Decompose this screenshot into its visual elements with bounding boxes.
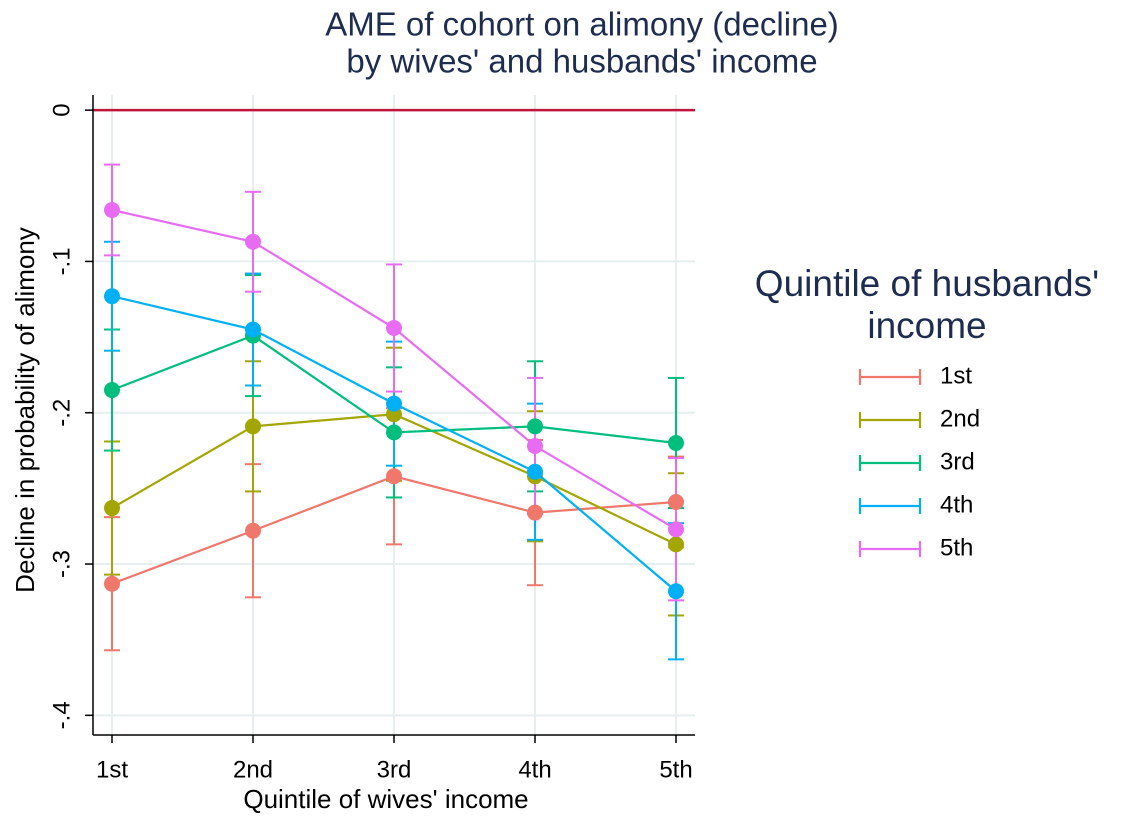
legend-item: 2nd — [858, 405, 980, 432]
point — [245, 418, 261, 435]
y-tick-label: 0 — [48, 103, 75, 116]
legend-label: 5th — [940, 534, 973, 561]
point — [104, 500, 120, 517]
point — [527, 418, 543, 435]
x-tick-label: 4th — [518, 756, 551, 783]
y-tick-label: -.2 — [48, 399, 75, 427]
point — [668, 521, 684, 538]
point — [668, 583, 684, 600]
chart-title: by wives' and husbands' income — [346, 43, 817, 80]
point — [245, 522, 261, 539]
legend-title: Quintile of husbands' — [755, 263, 1099, 304]
point — [668, 493, 684, 510]
point — [668, 536, 684, 553]
point — [386, 395, 402, 412]
point — [386, 320, 402, 337]
point — [104, 382, 120, 399]
legend-item: 5th — [858, 534, 973, 561]
point — [527, 463, 543, 480]
point — [104, 201, 120, 218]
point — [245, 233, 261, 250]
x-tick-label: 5th — [659, 756, 692, 783]
point — [104, 288, 120, 305]
legend-label: 4th — [940, 491, 973, 518]
point — [527, 438, 543, 455]
point — [245, 321, 261, 338]
legend-title: income — [867, 305, 986, 346]
chart-title: AME of cohort on alimony (decline) — [325, 6, 839, 43]
y-tick-label: -.4 — [48, 701, 75, 729]
legend-item: 1st — [858, 362, 972, 389]
x-tick-label: 2nd — [233, 756, 273, 783]
legend-label: 1st — [940, 362, 972, 389]
x-axis-title: Quintile of wives' income — [243, 784, 528, 814]
legend-item: 4th — [858, 491, 973, 518]
point — [527, 504, 543, 521]
legend-item: 3rd — [858, 448, 975, 475]
point — [386, 468, 402, 485]
point — [104, 575, 120, 592]
y-tick-label: -.3 — [48, 550, 75, 578]
x-tick-label: 1st — [96, 756, 128, 783]
legend-label: 2nd — [940, 405, 980, 432]
point — [386, 424, 402, 441]
y-tick-label: -.1 — [48, 247, 75, 275]
x-tick-label: 3rd — [377, 756, 412, 783]
point — [668, 434, 684, 451]
y-axis-title: Decline in probability of alimony — [10, 227, 40, 593]
legend-label: 3rd — [940, 448, 975, 475]
